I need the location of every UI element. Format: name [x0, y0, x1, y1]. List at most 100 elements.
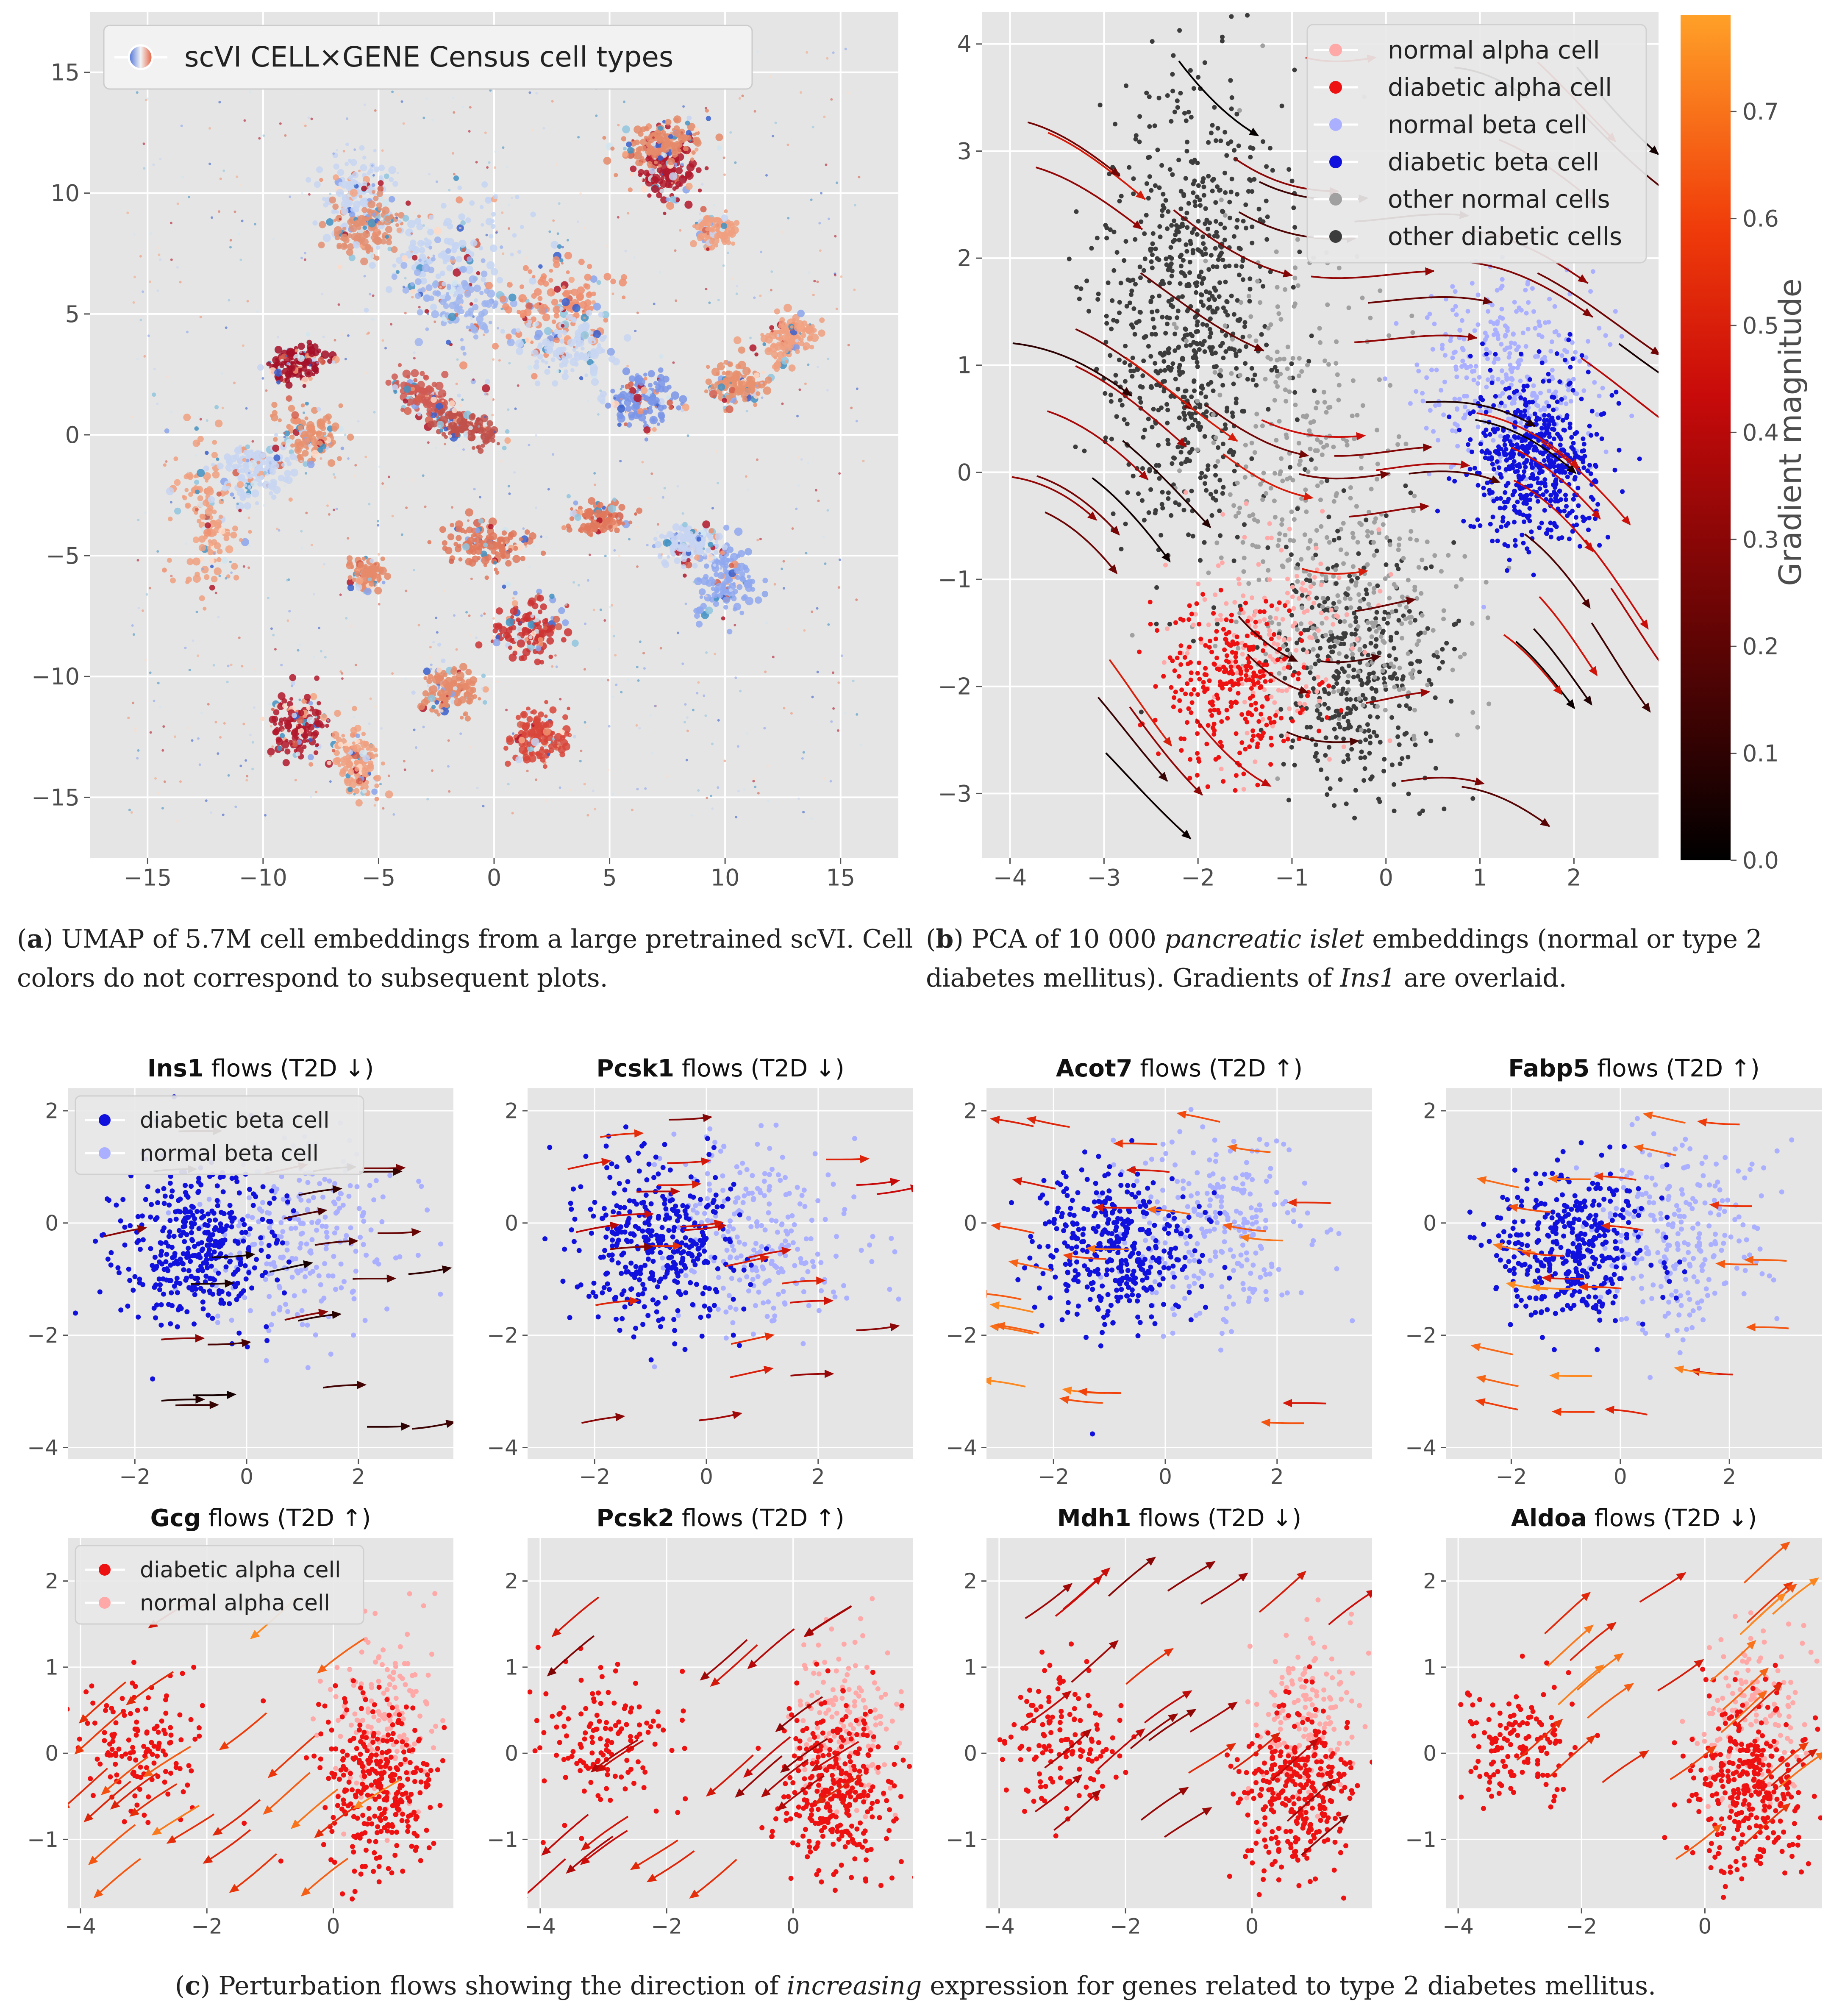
- umap-point: [417, 214, 421, 218]
- umap-point: [292, 712, 297, 718]
- umap-point: [811, 695, 814, 698]
- umap-point: [736, 745, 739, 748]
- umap-point: [683, 721, 686, 723]
- umap-point: [539, 630, 547, 638]
- umap-point: [495, 231, 498, 234]
- umap-point: [335, 215, 342, 222]
- umap-point: [859, 743, 862, 746]
- umap-point: [620, 385, 625, 389]
- umap-point: [651, 142, 656, 147]
- umap-point: [222, 813, 225, 816]
- umap-point: [404, 311, 407, 314]
- umap-point: [838, 472, 841, 475]
- umap-point: [153, 699, 156, 702]
- umap-point: [427, 256, 430, 259]
- umap-point: [603, 317, 608, 323]
- umap-point: [444, 442, 447, 445]
- umap-point: [504, 558, 507, 561]
- umap-point: [628, 375, 636, 382]
- umap-point: [696, 692, 699, 695]
- umap-point: [332, 473, 335, 476]
- umap-point: [847, 344, 850, 347]
- umap-point: [647, 383, 653, 388]
- umap-point: [219, 177, 222, 180]
- umap-point: [371, 568, 377, 574]
- umap-point: [745, 475, 747, 478]
- umap-point: [291, 742, 294, 745]
- umap-point: [452, 97, 455, 99]
- umap-point: [831, 671, 834, 674]
- umap-point: [462, 683, 470, 690]
- umap-point: [737, 790, 740, 792]
- umap-point: [738, 97, 741, 100]
- umap-point: [552, 453, 555, 456]
- umap-point: [507, 408, 510, 411]
- umap-point: [535, 623, 539, 627]
- umap-point: [145, 593, 148, 596]
- umap-point: [612, 497, 617, 502]
- data-point: [1223, 264, 1228, 269]
- umap-point: [367, 219, 376, 228]
- umap-point: [590, 363, 597, 371]
- umap-point: [299, 644, 302, 647]
- umap-point: [489, 532, 497, 541]
- umap-point: [476, 271, 481, 275]
- umap-point: [717, 218, 722, 225]
- umap-point: [726, 251, 729, 254]
- umap-point: [354, 767, 359, 772]
- umap-point: [410, 250, 413, 253]
- umap-point: [447, 533, 455, 540]
- umap-point: [692, 709, 695, 712]
- umap-point: [462, 352, 467, 356]
- umap-point: [810, 198, 813, 201]
- umap-point: [428, 214, 434, 220]
- umap-point: [754, 352, 759, 357]
- umap-point: [747, 578, 753, 584]
- umap-point: [686, 135, 692, 141]
- umap-point: [684, 530, 690, 537]
- umap-point: [230, 531, 237, 539]
- umap-point: [127, 716, 130, 719]
- umap-point: [770, 345, 773, 348]
- umap-point: [812, 294, 815, 296]
- umap-point: [723, 525, 730, 531]
- umap-point: [402, 286, 409, 294]
- umap-point: [225, 545, 233, 553]
- umap-point: [256, 460, 261, 464]
- umap-point: [458, 213, 465, 220]
- umap-point: [427, 228, 434, 236]
- umap-point: [311, 438, 319, 446]
- umap-point: [531, 353, 534, 356]
- umap-point: [553, 312, 560, 319]
- umap-point: [743, 788, 746, 791]
- umap-point: [774, 308, 780, 314]
- umap-point: [272, 237, 275, 240]
- data-point: [1266, 407, 1271, 412]
- umap-point: [423, 388, 429, 394]
- umap-point: [491, 212, 496, 217]
- umap-point: [862, 459, 865, 462]
- umap-point: [301, 377, 309, 385]
- umap-point: [583, 783, 586, 786]
- umap-point: [481, 556, 489, 565]
- umap-point: [278, 418, 282, 423]
- umap-point: [250, 480, 257, 487]
- umap-point: [261, 377, 264, 380]
- umap-point: [548, 278, 553, 283]
- umap-point: [308, 193, 311, 196]
- y-tick-label: −1: [938, 566, 972, 593]
- umap-point: [606, 245, 609, 247]
- umap-point: [347, 434, 354, 441]
- umap-point: [513, 590, 518, 595]
- umap-point: [346, 248, 353, 256]
- umap-point: [467, 694, 475, 701]
- umap-point: [662, 386, 669, 393]
- umap-point: [362, 225, 367, 230]
- umap-point: [492, 628, 498, 634]
- umap-point: [306, 339, 312, 345]
- umap-point: [179, 780, 182, 783]
- umap-point: [480, 614, 483, 617]
- umap-point: [234, 805, 237, 808]
- umap-point: [390, 323, 393, 326]
- umap-point: [435, 180, 438, 183]
